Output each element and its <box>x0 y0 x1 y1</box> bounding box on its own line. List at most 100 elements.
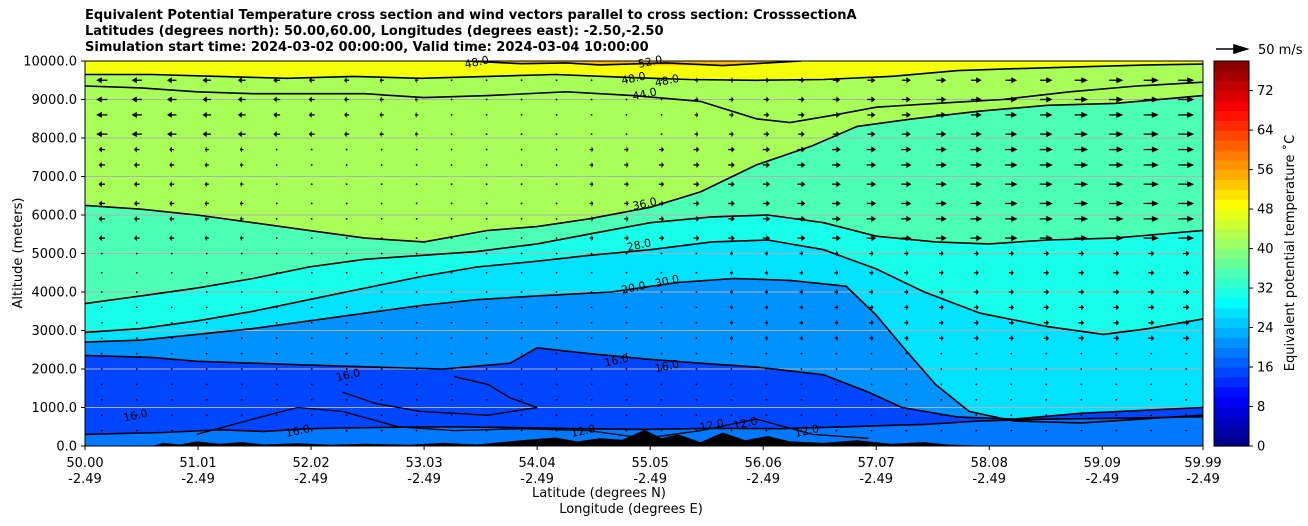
wind-vector <box>310 252 313 255</box>
wind-vector <box>275 398 278 401</box>
wind-vector <box>1074 131 1088 138</box>
wind-vector <box>310 429 313 432</box>
wind-vector <box>1113 269 1120 276</box>
wind-vector <box>237 111 246 118</box>
wind-vector <box>590 79 593 82</box>
wind-vector <box>275 429 278 432</box>
wind-vector <box>450 337 453 340</box>
wind-vector <box>345 337 348 340</box>
wind-vector <box>729 335 733 342</box>
wind-vector <box>450 79 453 82</box>
wind-vector <box>135 414 138 417</box>
wind-vector <box>450 133 453 136</box>
wind-vector <box>98 235 105 242</box>
wind-vector <box>1074 181 1089 188</box>
wind-vector <box>205 291 208 293</box>
wind-vector <box>973 335 979 342</box>
colorbar-tick-label-7: 56 <box>1257 163 1274 178</box>
wind-vector <box>240 429 243 432</box>
wind-vector <box>1078 250 1085 257</box>
wind-vector <box>660 271 663 274</box>
wind-vector <box>730 414 733 417</box>
wind-vector <box>764 319 769 326</box>
wind-vector <box>135 383 138 386</box>
wind-vector <box>658 215 665 222</box>
wind-vector <box>660 414 663 417</box>
contour-label-14: 12.0 <box>570 422 597 440</box>
wind-vector <box>1178 215 1195 222</box>
wind-vector <box>345 183 348 186</box>
wind-vector <box>345 414 348 417</box>
wind-vector <box>204 146 209 153</box>
wind-vector <box>415 398 418 401</box>
wind-vector <box>379 96 384 103</box>
wind-vector <box>834 250 839 257</box>
wind-vector <box>1183 289 1190 295</box>
wind-vector <box>1150 352 1153 355</box>
wind-vector <box>935 161 947 168</box>
colorbar-segment-12 <box>1214 317 1249 329</box>
wind-vector <box>380 337 383 340</box>
wind-vector <box>975 414 978 417</box>
contour-16-loop <box>342 376 538 416</box>
wind-vector <box>308 111 315 118</box>
wind-vector <box>797 200 806 207</box>
wind-vector <box>1005 235 1018 242</box>
wind-vector <box>870 429 873 432</box>
wind-vector <box>555 291 558 293</box>
wind-vector <box>520 321 523 324</box>
wind-vector <box>590 398 593 401</box>
wind-vector <box>590 271 593 274</box>
wind-vector <box>345 202 348 205</box>
wind-vector <box>973 269 979 276</box>
wind-vector <box>1005 161 1018 168</box>
wind-vector <box>975 398 978 401</box>
wind-vector <box>205 337 208 340</box>
x-tick-label-lon-7: -2.49 <box>859 472 893 487</box>
wind-vector <box>273 96 281 103</box>
terrain <box>152 429 992 446</box>
colorbar-segment-14 <box>1214 297 1249 309</box>
wind-vector <box>970 131 982 138</box>
wind-vector <box>695 291 698 293</box>
wind-vector <box>940 398 943 401</box>
wind-vector <box>797 215 806 222</box>
wind-vector <box>204 200 209 207</box>
wind-vector <box>345 291 348 293</box>
contour-label-3: 48.0 <box>654 72 681 90</box>
wind-vector <box>1108 181 1124 188</box>
wind-vector <box>1143 131 1159 138</box>
wind-vector <box>1045 368 1048 370</box>
wind-vector <box>832 96 841 103</box>
wind-vector <box>730 429 733 432</box>
wind-vector <box>555 114 558 116</box>
grid-lines <box>85 99 1203 408</box>
wind-vector <box>762 161 771 168</box>
wind-vector <box>240 306 243 309</box>
wind-vector <box>590 321 593 324</box>
wind-vector <box>695 306 698 309</box>
wind-vector <box>380 164 383 166</box>
colorbar-tick-label-9: 72 <box>1257 84 1274 99</box>
wind-vector <box>1178 235 1195 242</box>
contour-52 <box>465 61 802 67</box>
wind-vector <box>450 98 453 101</box>
wind-vector <box>415 148 418 151</box>
terrain-silhouette <box>152 429 992 446</box>
wind-vector <box>1109 131 1124 138</box>
wind-vector <box>695 337 698 340</box>
wind-vector <box>1143 111 1159 118</box>
wind-vector <box>485 271 488 274</box>
wind-vector <box>901 181 912 188</box>
wind-vector <box>904 269 909 276</box>
colorbar-segment-22 <box>1214 218 1249 230</box>
wind-vector <box>590 98 593 101</box>
wind-vector <box>624 181 629 188</box>
wind-key-label: 50 m/s <box>1258 43 1303 58</box>
colorbar-segment-28 <box>1214 159 1249 171</box>
wind-vector <box>1008 335 1014 342</box>
wind-vector <box>765 383 768 386</box>
wind-vector <box>1010 429 1013 432</box>
wind-vector <box>170 429 173 432</box>
wind-vector <box>239 146 244 153</box>
